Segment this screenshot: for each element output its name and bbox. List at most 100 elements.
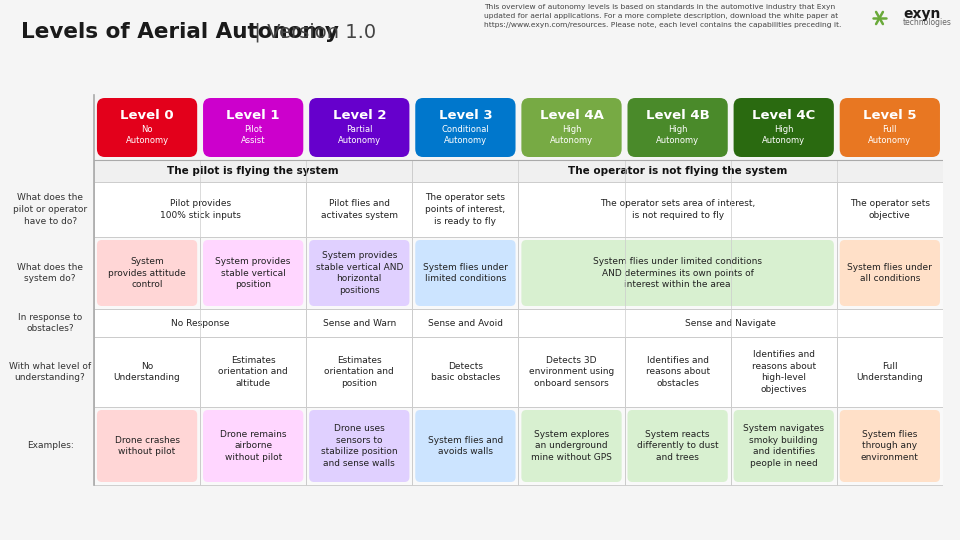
Bar bbox=[413, 182, 518, 237]
Bar bbox=[518, 337, 625, 407]
Bar bbox=[413, 160, 943, 182]
Bar bbox=[94, 182, 306, 237]
Text: Conditional
Autonomy: Conditional Autonomy bbox=[442, 125, 490, 145]
Text: What does the
pilot or operator
have to do?: What does the pilot or operator have to … bbox=[13, 193, 87, 226]
Text: System flies and
avoids walls: System flies and avoids walls bbox=[428, 436, 503, 456]
FancyBboxPatch shape bbox=[628, 410, 728, 482]
Text: Level 1: Level 1 bbox=[227, 109, 280, 122]
Bar bbox=[518, 309, 943, 337]
Text: System provides
stable vertical
position: System provides stable vertical position bbox=[215, 256, 291, 289]
FancyBboxPatch shape bbox=[309, 240, 409, 306]
Bar bbox=[94, 309, 306, 337]
Text: Estimates
orientation and
position: Estimates orientation and position bbox=[324, 356, 395, 388]
Bar bbox=[94, 182, 943, 237]
FancyBboxPatch shape bbox=[733, 98, 834, 157]
Bar bbox=[625, 337, 731, 407]
Text: The operator is not flying the system: The operator is not flying the system bbox=[568, 166, 787, 176]
Text: Sense and Avoid: Sense and Avoid bbox=[428, 319, 503, 327]
Bar bbox=[94, 337, 943, 407]
Text: Partial
Autonomy: Partial Autonomy bbox=[338, 125, 381, 145]
Bar bbox=[731, 407, 837, 485]
FancyBboxPatch shape bbox=[97, 410, 197, 482]
Bar bbox=[625, 337, 731, 407]
Text: Sense and Navigate: Sense and Navigate bbox=[685, 319, 776, 327]
Text: High
Autonomy: High Autonomy bbox=[550, 125, 593, 145]
Bar bbox=[200, 407, 306, 485]
Bar bbox=[625, 407, 731, 485]
Bar bbox=[518, 182, 837, 237]
Text: Level 4B: Level 4B bbox=[646, 109, 709, 122]
Text: System provides
stable vertical AND
horizontal
positions: System provides stable vertical AND hori… bbox=[316, 251, 403, 295]
Text: System flies under
all conditions: System flies under all conditions bbox=[848, 262, 932, 284]
Text: Level 3: Level 3 bbox=[439, 109, 492, 122]
Text: The operator sets area of interest,
is not required to fly: The operator sets area of interest, is n… bbox=[600, 199, 756, 220]
Bar bbox=[94, 309, 943, 337]
Bar bbox=[306, 337, 413, 407]
Text: Pilot provides
100% stick inputs: Pilot provides 100% stick inputs bbox=[159, 199, 241, 220]
Bar bbox=[94, 237, 943, 309]
Bar bbox=[306, 237, 413, 309]
Text: Full
Autonomy: Full Autonomy bbox=[868, 125, 911, 145]
Bar bbox=[94, 309, 306, 337]
FancyBboxPatch shape bbox=[840, 410, 940, 482]
Bar bbox=[413, 237, 518, 309]
Bar bbox=[413, 407, 518, 485]
FancyBboxPatch shape bbox=[840, 98, 940, 157]
Text: Level 2: Level 2 bbox=[332, 109, 386, 122]
Text: System explores
an underground
mine without GPS: System explores an underground mine with… bbox=[531, 430, 612, 462]
Bar bbox=[837, 407, 943, 485]
Bar bbox=[306, 309, 413, 337]
Text: System flies under limited conditions
AND determines its own points of
interest : System flies under limited conditions AN… bbox=[593, 256, 762, 289]
Bar bbox=[94, 182, 306, 237]
Text: The operator sets
objective: The operator sets objective bbox=[850, 199, 930, 220]
Text: Level 4C: Level 4C bbox=[752, 109, 815, 122]
Bar bbox=[306, 337, 413, 407]
Text: Pilot
Assist: Pilot Assist bbox=[241, 125, 265, 145]
Text: System flies under
limited conditions: System flies under limited conditions bbox=[423, 262, 508, 284]
Text: Sense and Warn: Sense and Warn bbox=[323, 319, 396, 327]
Bar bbox=[413, 309, 518, 337]
Bar bbox=[200, 237, 306, 309]
FancyBboxPatch shape bbox=[309, 98, 409, 157]
FancyBboxPatch shape bbox=[628, 98, 728, 157]
Bar bbox=[518, 182, 837, 237]
Text: exyn: exyn bbox=[903, 7, 940, 21]
Text: This overview of autonomy levels is based on standards in the automotive industr: This overview of autonomy levels is base… bbox=[484, 4, 842, 28]
FancyBboxPatch shape bbox=[733, 410, 834, 482]
Bar bbox=[413, 337, 518, 407]
Text: Examples:: Examples: bbox=[27, 442, 74, 450]
Text: No
Understanding: No Understanding bbox=[113, 362, 180, 382]
FancyBboxPatch shape bbox=[204, 410, 303, 482]
Bar bbox=[518, 309, 943, 337]
Text: Levels of Aerial Autonomy: Levels of Aerial Autonomy bbox=[21, 22, 339, 42]
FancyBboxPatch shape bbox=[521, 410, 622, 482]
FancyBboxPatch shape bbox=[204, 98, 303, 157]
Bar bbox=[200, 337, 306, 407]
Text: Drone uses
sensors to
stabilize position
and sense walls: Drone uses sensors to stabilize position… bbox=[321, 424, 397, 468]
Bar bbox=[94, 407, 943, 485]
Bar bbox=[94, 337, 200, 407]
FancyBboxPatch shape bbox=[521, 98, 622, 157]
Text: technologies: technologies bbox=[903, 18, 951, 27]
Bar bbox=[837, 182, 943, 237]
Text: Pilot flies and
activates system: Pilot flies and activates system bbox=[321, 199, 397, 220]
Bar bbox=[731, 337, 837, 407]
Bar bbox=[837, 337, 943, 407]
Text: Level 5: Level 5 bbox=[863, 109, 917, 122]
Text: Detects
basic obstacles: Detects basic obstacles bbox=[431, 362, 500, 382]
Bar bbox=[200, 337, 306, 407]
Text: System navigates
smoky building
and identifies
people in need: System navigates smoky building and iden… bbox=[743, 424, 825, 468]
Bar bbox=[518, 407, 625, 485]
Bar bbox=[306, 309, 413, 337]
Text: System flies
through any
environment: System flies through any environment bbox=[861, 430, 919, 462]
Bar bbox=[518, 237, 837, 309]
FancyBboxPatch shape bbox=[521, 240, 834, 306]
Bar bbox=[413, 182, 518, 237]
Text: System
provides attitude
control: System provides attitude control bbox=[108, 256, 186, 289]
Text: No
Autonomy: No Autonomy bbox=[126, 125, 169, 145]
Bar bbox=[94, 337, 200, 407]
Text: Drone crashes
without pilot: Drone crashes without pilot bbox=[114, 436, 180, 456]
Bar bbox=[837, 337, 943, 407]
Text: | Version 1.0: | Version 1.0 bbox=[249, 22, 376, 42]
Bar bbox=[306, 407, 413, 485]
